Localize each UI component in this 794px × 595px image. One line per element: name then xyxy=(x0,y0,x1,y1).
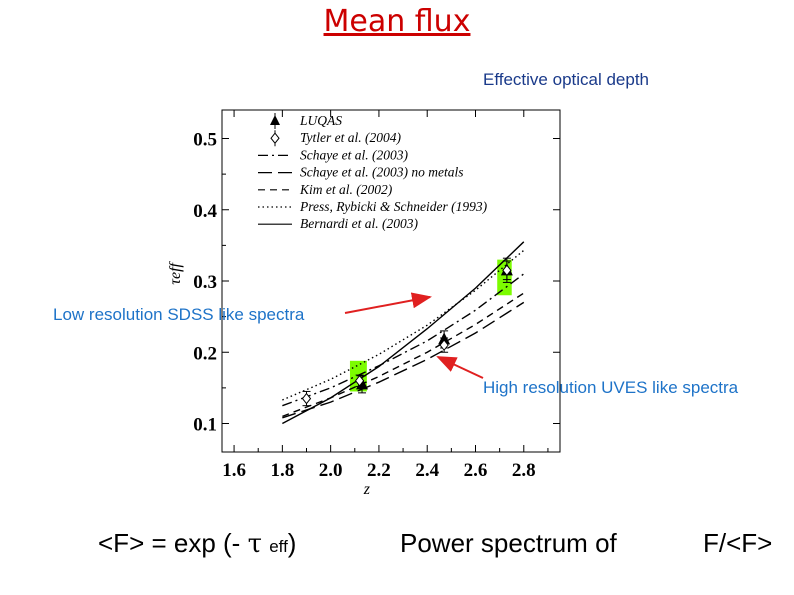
x-tick-label: 2.0 xyxy=(319,460,343,481)
callout-low-resolution: Low resolution SDSS like spectra xyxy=(53,305,305,324)
y-tick-label: 0.3 xyxy=(193,272,217,293)
data-point-diamond xyxy=(439,339,449,351)
callout-high-resolution: High resolution UVES like spectra xyxy=(483,378,739,397)
series-line xyxy=(282,249,525,401)
legend-label: Press, Rybicki & Schneider (1993) xyxy=(299,199,488,214)
legend-label: Schaye et al. (2003) no metals xyxy=(300,165,463,180)
flux-ratio-label: F/<F> xyxy=(703,528,773,558)
arrow-high-res xyxy=(436,356,484,379)
x-tick-label: 2.2 xyxy=(367,460,391,481)
power-spectrum-label: Power spectrum of xyxy=(400,528,617,558)
x-axis-label: z xyxy=(363,481,371,498)
data-point-diamond xyxy=(354,374,365,387)
formula-prefix: <F> = exp (- xyxy=(98,528,248,558)
x-tick-label: 2.4 xyxy=(415,460,439,481)
y-axis-label: τeff xyxy=(167,260,184,284)
x-tick-label: 2.8 xyxy=(512,460,536,481)
x-tick-label: 1.8 xyxy=(270,460,294,481)
legend-label: LUQAS xyxy=(299,113,342,128)
chart-subtitle: Effective optical depth xyxy=(483,70,650,89)
legend-label: Kim et al. (2002) xyxy=(299,182,393,197)
legend-label: Schaye et al. (2003) xyxy=(300,147,408,162)
tau-symbol: τ xyxy=(247,529,262,559)
y-tick-label: 0.4 xyxy=(193,201,217,222)
legend-diamond-swatch xyxy=(270,132,280,145)
series-line xyxy=(282,241,525,425)
legend-triangle-swatch xyxy=(270,115,280,125)
y-tick-label: 0.1 xyxy=(193,415,217,436)
x-tick-label: 2.6 xyxy=(464,460,488,481)
arrow-low-res xyxy=(344,292,432,314)
y-tick-label: 0.2 xyxy=(193,343,217,364)
x-tick-label: 1.6 xyxy=(222,460,246,481)
data-point-diamond xyxy=(301,392,312,405)
series-line xyxy=(282,301,525,419)
y-tick-label: 0.5 xyxy=(193,130,217,151)
legend-label: Bernardi et al. (2003) xyxy=(300,216,418,231)
series-line xyxy=(282,273,525,407)
legend-label: Tytler et al. (2004) xyxy=(300,130,401,145)
data-point-diamond xyxy=(502,264,512,277)
formula-suffix: ) xyxy=(287,528,297,558)
mean-flux-formula: <F> = exp (- τ eff) xyxy=(98,528,296,559)
formula-subscript: eff xyxy=(269,537,288,556)
slide-title: Mean flux xyxy=(323,4,471,39)
